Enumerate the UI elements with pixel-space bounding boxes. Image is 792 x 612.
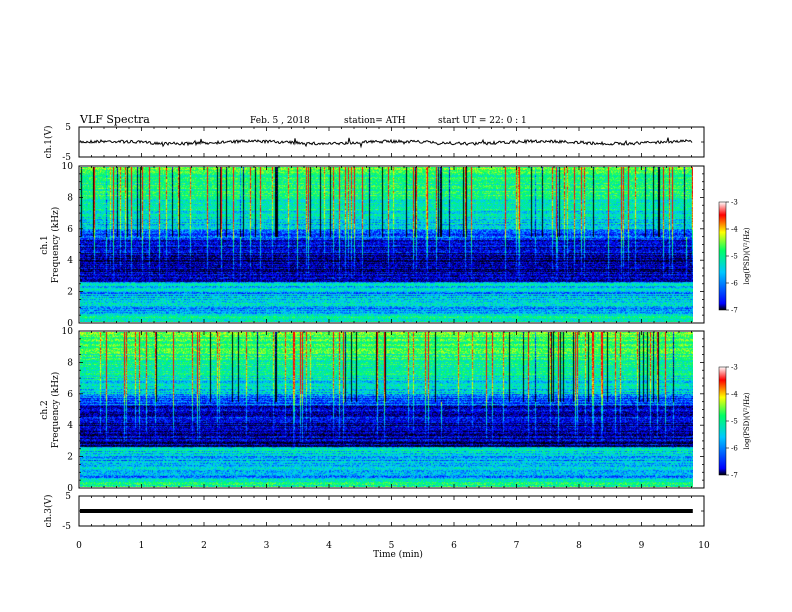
x-tick-label: 7 bbox=[514, 541, 520, 551]
ch1-frequency-ylabel: Frequency (kHz) bbox=[50, 207, 61, 284]
ch1-colorbar-label: log(PSD)(V²/Hz) bbox=[743, 227, 751, 284]
ch1-spectrogram bbox=[80, 167, 693, 322]
colorbar-tick-label: -7 bbox=[731, 307, 738, 315]
chart-title: VLF Spectra bbox=[79, 113, 150, 126]
x-tick-label: 2 bbox=[201, 541, 207, 551]
colorbar-tick-label: -6 bbox=[731, 280, 738, 288]
y-tick-label: 6 bbox=[67, 390, 73, 400]
x-tick-label: 6 bbox=[451, 541, 457, 551]
x-tick-label: 9 bbox=[639, 541, 645, 551]
ch2-colorbar-label: log(PSD)(V²/Hz) bbox=[743, 392, 751, 449]
x-tick-label: 3 bbox=[264, 541, 270, 551]
x-tick-label: 8 bbox=[576, 541, 582, 551]
y-tick-label: 6 bbox=[67, 225, 73, 235]
ch1-waveform-trace bbox=[79, 137, 693, 149]
ch2-colorbar bbox=[718, 366, 727, 476]
date-label: Feb. 5 , 2018 bbox=[250, 116, 310, 126]
y-tick-label: 10 bbox=[62, 327, 74, 337]
y-tick-label: 4 bbox=[67, 421, 73, 431]
y-tick-label: 8 bbox=[67, 193, 73, 203]
x-tick-label: 10 bbox=[698, 541, 710, 551]
station-label: station= ATH bbox=[344, 116, 406, 126]
ch2-channel-label: ch.2 bbox=[40, 400, 50, 419]
x-tick-label: 0 bbox=[76, 541, 82, 551]
axis-ticks bbox=[78, 127, 705, 526]
x-tick-label: 4 bbox=[326, 541, 332, 551]
colorbar-tick-label: -5 bbox=[731, 253, 738, 261]
colorbar-tick-label: -4 bbox=[731, 391, 738, 399]
ch3-waveform-trace bbox=[80, 509, 693, 513]
ch1-colorbar bbox=[718, 201, 727, 311]
colorbar-ticks: -3 -4 -5 -6 -7 -3 -4 -5 -6 -7 bbox=[726, 199, 738, 480]
y-tick-label: 2 bbox=[67, 288, 73, 298]
y-tick-label: 8 bbox=[67, 358, 73, 368]
x-tick-label: 1 bbox=[139, 541, 145, 551]
y-tick-label: 0 bbox=[67, 484, 73, 494]
colorbar-tick-label: -5 bbox=[731, 418, 738, 426]
x-tick-label: 5 bbox=[389, 541, 395, 551]
colorbar-tick-label: -4 bbox=[731, 226, 738, 234]
y-tick-label: -5 bbox=[62, 153, 71, 163]
colorbar-tick-label: -6 bbox=[731, 445, 738, 453]
y-tick-label: 4 bbox=[67, 256, 73, 266]
ch1-waveform-ylabel: ch.1(V) bbox=[43, 126, 54, 159]
colorbar-tick-label: -7 bbox=[731, 472, 738, 480]
start-time-label: start UT = 22: 0 : 1 bbox=[438, 116, 527, 126]
colorbar-tick-label: -3 bbox=[731, 199, 738, 207]
y-tick-label: 10 bbox=[62, 162, 74, 172]
ch2-frequency-ylabel: Frequency (kHz) bbox=[50, 372, 61, 449]
y-tick-label: -5 bbox=[62, 522, 71, 532]
ch1-channel-label: ch.1 bbox=[40, 235, 50, 254]
y-tick-label: 5 bbox=[65, 123, 71, 133]
y-tick-label: 2 bbox=[67, 453, 73, 463]
colorbar-tick-label: -3 bbox=[731, 364, 738, 372]
ch3-waveform-ylabel: ch.3(V) bbox=[43, 495, 54, 528]
ch2-spectrogram bbox=[80, 332, 693, 487]
x-axis-label: Time (min) bbox=[373, 549, 423, 560]
y-tick-label: 0 bbox=[67, 319, 73, 329]
y-tick-label: 5 bbox=[65, 492, 71, 502]
